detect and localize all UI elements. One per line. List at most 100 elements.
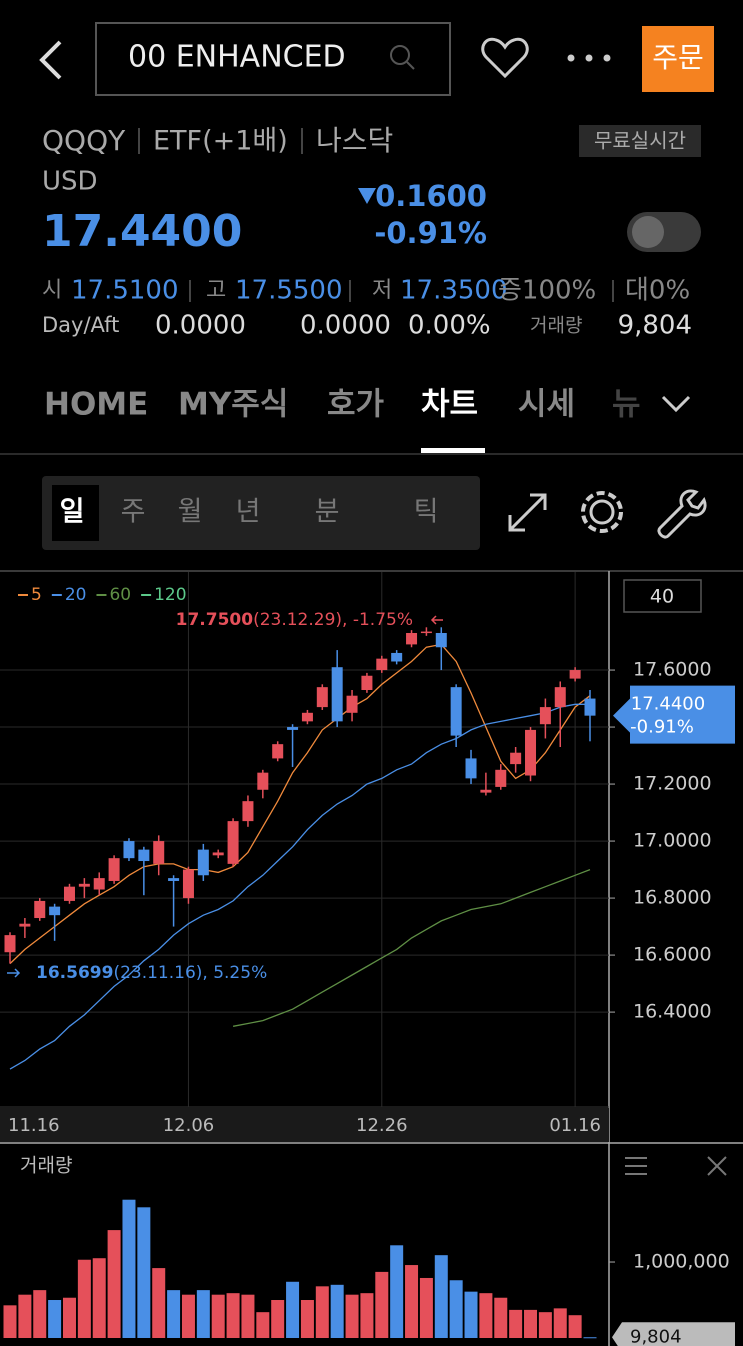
volume-bar — [360, 1293, 374, 1338]
min-label: 16.5699(23.11.16), 5.25% — [36, 963, 267, 983]
legend-label: 120 — [154, 585, 186, 605]
date-band — [0, 1108, 609, 1142]
period-panel — [42, 476, 480, 550]
min-arrow — [7, 968, 21, 978]
candle-body — [153, 841, 165, 864]
tab[interactable]: 호가 — [327, 387, 385, 423]
volume-bar — [315, 1286, 329, 1338]
settings-button[interactable] — [589, 499, 615, 525]
volume-bar — [553, 1308, 567, 1338]
legend-label: 20 — [65, 585, 87, 605]
kind: ETF(+1배) — [153, 126, 288, 157]
y-tick-label: 16.4000 — [633, 1001, 712, 1023]
volume-bar — [122, 1199, 136, 1338]
count-box[interactable] — [623, 579, 702, 613]
back-button[interactable] — [39, 40, 62, 80]
x-tick-label: 12.06 — [163, 1115, 215, 1136]
volume-bar — [33, 1290, 47, 1338]
volume-bar — [330, 1284, 344, 1338]
search-box[interactable] — [95, 22, 451, 96]
change: 0.1600 — [375, 179, 487, 213]
tab[interactable]: 차트 — [421, 387, 478, 423]
volume-bar — [211, 1294, 225, 1338]
period[interactable]: 일 — [60, 497, 85, 528]
volume-bar — [3, 1305, 17, 1338]
tab[interactable]: 시세 — [518, 387, 575, 423]
volume-bar — [167, 1290, 181, 1338]
period[interactable]: 주 — [121, 497, 146, 528]
legend-label: 5 — [31, 585, 42, 605]
volume-title: 거래량 — [20, 1155, 72, 1177]
x-tick-label: 01.16 — [549, 1115, 601, 1136]
volume-bar — [107, 1230, 121, 1338]
value-label-box — [612, 1322, 735, 1346]
menu-button[interactable] — [625, 1157, 647, 1175]
tab[interactable]: 뉴 — [612, 387, 641, 423]
y-tick-label: 1,000,000 — [633, 1251, 730, 1273]
candle-body — [168, 878, 180, 881]
volume: 9,804 — [618, 311, 692, 341]
candle-body — [584, 698, 596, 716]
label-part: 17.7500 — [176, 610, 254, 630]
period[interactable]: 월 — [178, 497, 203, 528]
y-tick-label: 16.8000 — [633, 887, 712, 909]
tab[interactable]: MY주식 — [178, 387, 288, 423]
loan: 대0% — [625, 276, 690, 306]
dayaft-value: 0.0000 — [155, 311, 246, 341]
favorite-button[interactable] — [481, 37, 529, 79]
dayaft-label: Day/Aft — [42, 313, 119, 337]
volume-bar — [405, 1265, 419, 1338]
more-button — [603, 54, 611, 62]
volume-bar — [345, 1294, 359, 1338]
volume-bar — [449, 1280, 463, 1338]
x-tick-label: 12.26 — [356, 1115, 408, 1136]
price: 17.4400 — [42, 206, 242, 257]
volume-bar — [241, 1294, 255, 1338]
symbol: QQQY — [42, 124, 126, 157]
candle-body — [93, 878, 105, 890]
candle-body — [4, 935, 16, 953]
candle-body — [227, 821, 239, 864]
expand-button[interactable] — [508, 493, 547, 532]
high-label: 고 — [206, 278, 226, 303]
market: 나스닥 — [316, 124, 393, 157]
candle-body — [197, 849, 209, 876]
y-tick-label: 17.0000 — [633, 830, 712, 852]
volume-bar — [390, 1245, 404, 1338]
volume-bar — [152, 1268, 166, 1338]
more-button — [585, 54, 593, 62]
volume-bar — [583, 1337, 597, 1339]
badge — [579, 125, 701, 157]
tab-more[interactable] — [661, 395, 691, 413]
candle-body — [257, 772, 269, 790]
tab-underline — [421, 448, 485, 453]
volume-label: 거래량 — [530, 315, 582, 337]
candle-body — [391, 652, 403, 662]
currency: USD — [42, 167, 98, 197]
candle-body — [138, 849, 150, 862]
volume-bar — [464, 1291, 478, 1338]
close-button[interactable] — [707, 1156, 727, 1176]
candle-body — [450, 687, 462, 736]
volume-bar — [271, 1300, 285, 1338]
volume-bar — [256, 1312, 270, 1338]
volume-bar — [300, 1300, 314, 1338]
more-button[interactable] — [567, 54, 575, 62]
candle-body — [123, 841, 135, 859]
period[interactable]: 년 — [236, 497, 261, 528]
tab-bar: HOME MY주식 호가 차트 시세 뉴 — [44, 387, 641, 423]
volume-bar — [419, 1277, 433, 1338]
candle-body — [49, 906, 61, 916]
order-button[interactable] — [642, 26, 714, 92]
period[interactable]: 분 — [315, 497, 340, 528]
volume-bar — [494, 1297, 508, 1338]
candle-body — [34, 900, 46, 919]
candle-body — [331, 667, 343, 722]
candle-body — [376, 658, 388, 671]
tab[interactable]: HOME — [44, 387, 148, 423]
tools-button[interactable] — [657, 489, 707, 539]
candle-body — [272, 744, 284, 759]
period[interactable]: 틱 — [414, 497, 439, 528]
candle-body — [539, 707, 551, 725]
